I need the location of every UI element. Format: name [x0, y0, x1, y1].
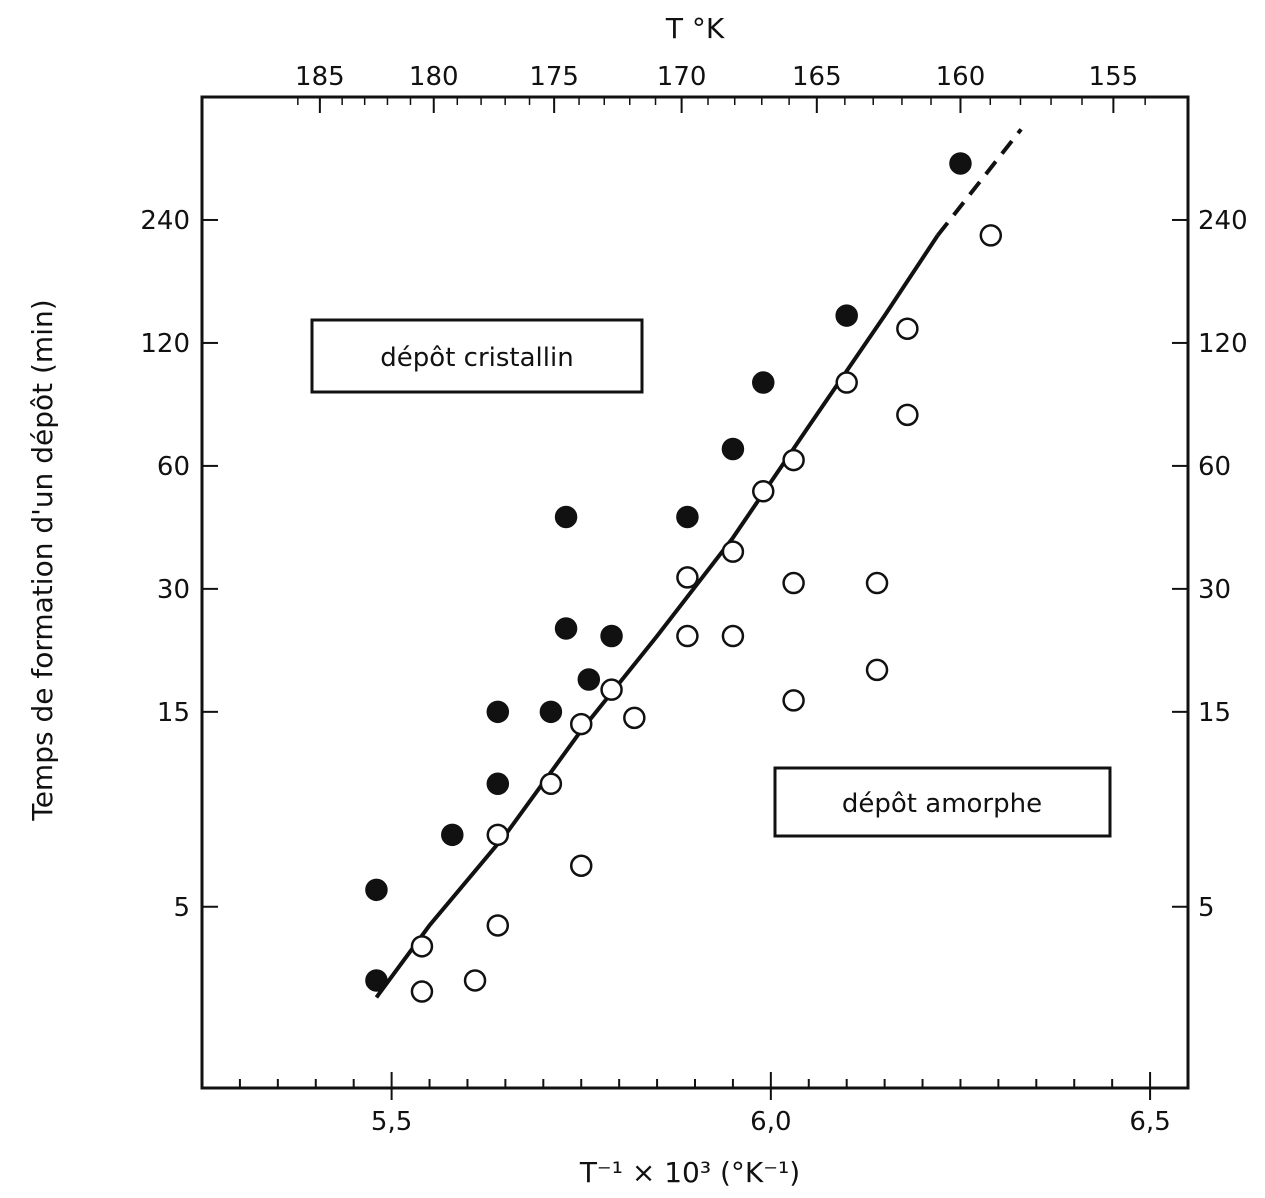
point-open — [410, 935, 434, 958]
y-tick-label-left: 5 — [173, 893, 190, 923]
point-filled — [441, 823, 464, 847]
point-filled — [554, 617, 578, 640]
point-open — [721, 540, 745, 563]
x-tick-label: 5,5 — [371, 1107, 412, 1137]
point-open — [865, 658, 889, 682]
point-filled — [365, 878, 388, 902]
top-axis-title: T °K — [665, 12, 725, 45]
top-tick-label: 155 — [1089, 62, 1139, 92]
point-open — [486, 823, 510, 847]
point-filled — [577, 668, 601, 691]
point-open — [782, 448, 805, 472]
top-tick-label: 160 — [936, 62, 986, 92]
point-filled — [365, 969, 388, 992]
point-open — [782, 571, 805, 595]
point-filled — [949, 152, 972, 175]
point-open — [865, 571, 889, 595]
point-open — [896, 403, 919, 427]
y-tick-label-left: 240 — [140, 206, 190, 236]
point-open — [623, 706, 646, 730]
top-tick-label: 165 — [792, 62, 842, 92]
fit-lines — [374, 128, 1023, 999]
plot-frame — [200, 95, 1190, 1090]
top-tick-label: 170 — [657, 62, 707, 92]
y-tick-label-right: 240 — [1198, 206, 1248, 236]
top-tick-label: 180 — [409, 62, 459, 92]
point-open — [752, 480, 775, 503]
point-open — [410, 980, 434, 1003]
top-tick-label: 185 — [295, 62, 345, 92]
y-tick-label-left: 60 — [157, 452, 190, 482]
ticks — [201, 97, 1189, 1100]
region-cristallin-label: dépôt cristallin — [380, 343, 573, 373]
point-open — [782, 689, 805, 712]
point-filled — [486, 700, 510, 724]
y-tick-label-left: 120 — [140, 329, 190, 359]
y-tick-label-left: 15 — [157, 698, 190, 728]
region-amorphe-box — [773, 766, 1112, 838]
point-filled — [539, 700, 563, 724]
point-filled — [721, 437, 745, 461]
point-filled — [486, 772, 510, 796]
fit-line-extension — [936, 128, 1023, 237]
point-open — [539, 772, 563, 796]
y-axis-title: Temps de formation d'un dépôt (min) — [26, 299, 59, 821]
point-filled — [676, 505, 699, 529]
point-open — [463, 969, 487, 992]
region-amorphe: dépôt amorphe — [773, 766, 1112, 838]
point-open — [600, 678, 623, 701]
point-open — [676, 624, 699, 648]
point-filled — [554, 505, 578, 529]
y-tick-label-right: 120 — [1198, 329, 1248, 359]
point-open — [835, 371, 858, 394]
region-cristallin: dépôt cristallin — [310, 318, 644, 394]
point-open — [676, 566, 699, 589]
data-points — [365, 152, 1003, 1003]
point-open — [896, 317, 919, 340]
fit-line — [374, 234, 940, 999]
y-tick-label-right: 15 — [1198, 698, 1231, 728]
x-tick-label: 6,0 — [750, 1107, 791, 1137]
point-open — [979, 224, 1003, 247]
point-filled — [752, 371, 775, 394]
point-open — [486, 914, 510, 937]
tick-labels: 5,5 6,0 6,5 185 180 175 170 165 160 155 5 5 15 15 30 30… — [140, 62, 1247, 1137]
y-tick-label-right: 5 — [1198, 893, 1215, 923]
y-tick-label-right: 30 — [1198, 575, 1231, 605]
point-open — [721, 624, 745, 648]
y-tick-label-right: 60 — [1198, 452, 1231, 482]
point-filled — [835, 304, 858, 327]
region-amorphe-label: dépôt amorphe — [842, 789, 1042, 819]
point-open — [569, 712, 593, 736]
y-tick-label-left: 30 — [157, 575, 190, 605]
point-filled — [600, 624, 623, 648]
region-cristallin-box — [310, 318, 644, 394]
point-open — [569, 854, 593, 878]
top-tick-label: 175 — [529, 62, 579, 92]
x-tick-label: 6,5 — [1129, 1107, 1170, 1137]
x-axis-title: T⁻¹ × 10³ (°K⁻¹) — [579, 1156, 800, 1189]
